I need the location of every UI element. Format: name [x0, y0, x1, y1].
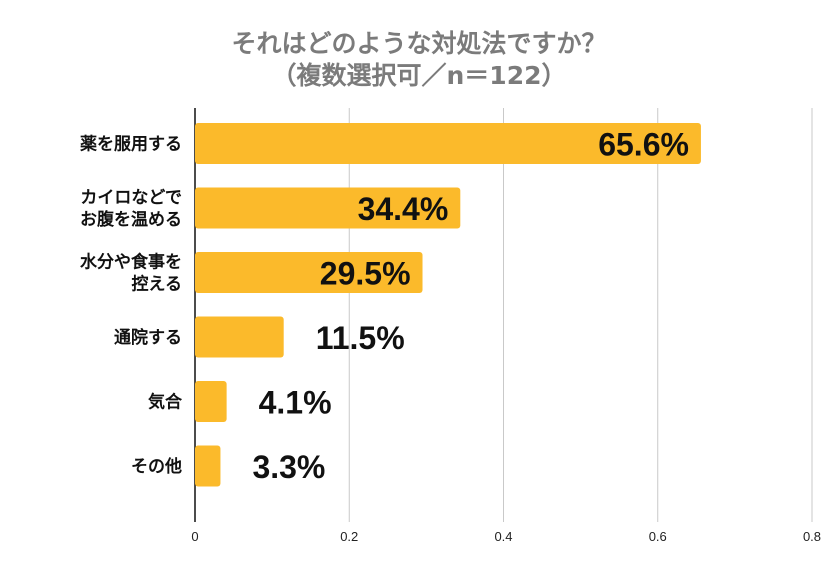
- category-label: 気合: [147, 392, 183, 413]
- category-label: カイロなどでお腹を温める: [80, 188, 182, 230]
- data-label: 4.1%: [259, 385, 332, 421]
- category-label: 通院する: [114, 327, 182, 348]
- x-tick-label: 0.2: [340, 529, 358, 544]
- data-label: 3.3%: [252, 449, 325, 485]
- x-tick-label: 0.8: [803, 529, 821, 544]
- data-label: 29.5%: [320, 256, 411, 292]
- data-label: 65.6%: [598, 127, 689, 163]
- category-label: 水分や食事を控える: [80, 252, 182, 295]
- bar: [195, 316, 284, 358]
- bar: [195, 445, 221, 487]
- bars: [195, 123, 701, 487]
- labels: 0 0.2 0.4 0.6 0.8 薬を服用する 65.6% カイロなどでお腹を温める 34.4…: [80, 127, 821, 545]
- x-tick-label: 0.4: [494, 529, 512, 544]
- x-tick-label: 0: [191, 529, 198, 544]
- x-tick-label: 0.6: [649, 529, 667, 544]
- data-label: 11.5%: [316, 320, 405, 356]
- chart-subtitle: （複数選択可／n＝122）: [272, 61, 567, 90]
- chart-title: それはどのような対処法ですか？: [231, 29, 606, 58]
- category-label: その他: [131, 456, 182, 477]
- bar: [195, 123, 701, 164]
- bar: [195, 252, 423, 293]
- bar: [195, 187, 461, 229]
- data-label: 34.4%: [358, 191, 449, 227]
- bar: [195, 381, 227, 422]
- category-label: 薬を服用する: [80, 135, 182, 155]
